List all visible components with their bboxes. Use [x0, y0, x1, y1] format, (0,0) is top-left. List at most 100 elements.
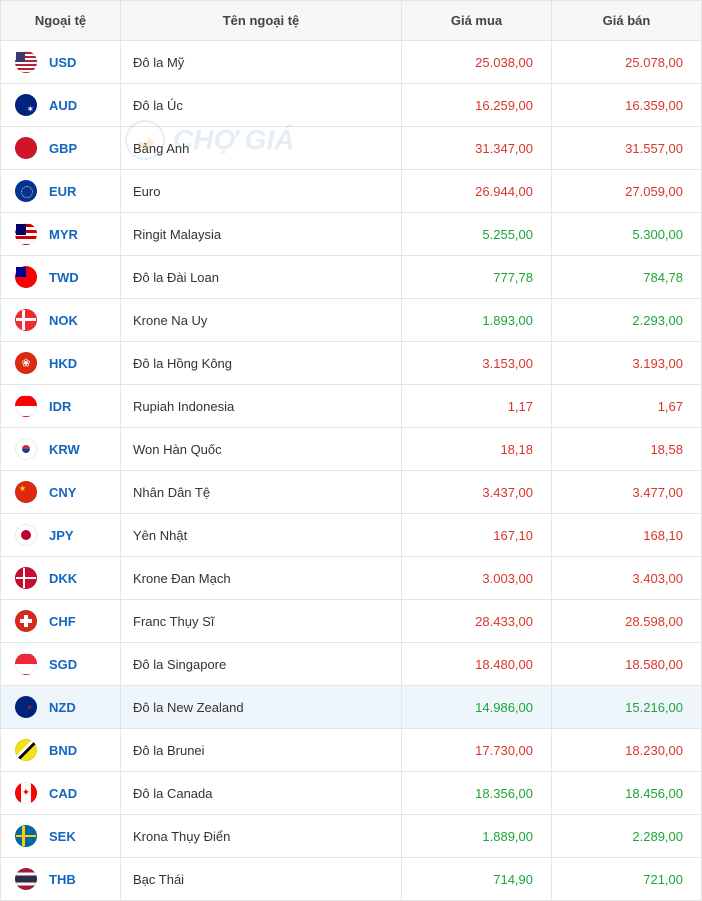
- currency-code-link[interactable]: SGD: [49, 657, 77, 672]
- currency-rate-table: CHỢ GIÁ Ngoại tệ Tên ngoại tệ Giá mua Gi…: [0, 0, 702, 901]
- currency-code-link[interactable]: DKK: [49, 571, 77, 586]
- table-header-row: Ngoại tệ Tên ngoại tệ Giá mua Giá bán: [1, 1, 702, 41]
- table-row[interactable]: CNYNhân Dân Tệ3.437,003.477,00: [1, 471, 702, 514]
- col-header-name: Tên ngoại tệ: [121, 1, 402, 41]
- cell-name: Euro: [121, 170, 402, 213]
- cell-name: Đô la Úc: [121, 84, 402, 127]
- currency-code-link[interactable]: MYR: [49, 227, 78, 242]
- cell-code: HKD: [1, 342, 121, 385]
- cell-buy: 1,17: [402, 385, 552, 428]
- table-row[interactable]: TWD Đô la Đài Loan777,78784,78: [1, 256, 702, 299]
- cell-code: SEK: [1, 815, 121, 858]
- table-row[interactable]: NOKKrone Na Uy1.893,002.293,00: [1, 299, 702, 342]
- cell-buy: 3.003,00: [402, 557, 552, 600]
- cell-sell: 18,58: [552, 428, 702, 471]
- currency-code-link[interactable]: EUR: [49, 184, 76, 199]
- table-row[interactable]: KRW Won Hàn Quốc18,1818,58: [1, 428, 702, 471]
- currency-code-link[interactable]: AUD: [49, 98, 77, 113]
- cell-buy: 18,18: [402, 428, 552, 471]
- cell-sell: 18.230,00: [552, 729, 702, 772]
- cell-buy: 714,90: [402, 858, 552, 901]
- cell-code: JPY: [1, 514, 121, 557]
- table-row[interactable]: SGDĐô la Singapore18.480,0018.580,00: [1, 643, 702, 686]
- table-row[interactable]: CHFFranc Thụy Sĩ28.433,0028.598,00: [1, 600, 702, 643]
- cell-code: AUD: [1, 84, 121, 127]
- cell-name: Đô la Đài Loan: [121, 256, 402, 299]
- table-row[interactable]: THBBạc Thái714,90721,00: [1, 858, 702, 901]
- table-row[interactable]: USDĐô la Mỹ25.038,0025.078,00: [1, 41, 702, 84]
- cell-code: KRW: [1, 428, 121, 471]
- cell-sell: 31.557,00: [552, 127, 702, 170]
- table-row[interactable]: EUREuro26.944,0027.059,00: [1, 170, 702, 213]
- cell-sell: 25.078,00: [552, 41, 702, 84]
- cell-buy: 167,10: [402, 514, 552, 557]
- table-row[interactable]: DKKKrone Đan Mạch3.003,003.403,00: [1, 557, 702, 600]
- cell-code: BND: [1, 729, 121, 772]
- flag-icon: [15, 481, 37, 503]
- currency-code-link[interactable]: HKD: [49, 356, 77, 371]
- flag-icon: [15, 438, 37, 460]
- cell-name: Bạc Thái: [121, 858, 402, 901]
- flag-icon: [15, 352, 37, 374]
- flag-icon: [15, 180, 37, 202]
- cell-buy: 18.480,00: [402, 643, 552, 686]
- table-row[interactable]: GBPBảng Anh31.347,0031.557,00: [1, 127, 702, 170]
- currency-code-link[interactable]: CNY: [49, 485, 76, 500]
- cell-sell: 18.580,00: [552, 643, 702, 686]
- table-row[interactable]: IDR Rupiah Indonesia1,171,67: [1, 385, 702, 428]
- table-row[interactable]: BNDĐô la Brunei17.730,0018.230,00: [1, 729, 702, 772]
- currency-code-link[interactable]: SEK: [49, 829, 76, 844]
- currency-code-link[interactable]: NZD: [49, 700, 76, 715]
- currency-code-link[interactable]: USD: [49, 55, 76, 70]
- cell-name: Đô la Canada: [121, 772, 402, 815]
- table-row[interactable]: SEKKrona Thụy Điển1.889,002.289,00: [1, 815, 702, 858]
- flag-icon: [15, 653, 37, 675]
- currency-code-link[interactable]: CAD: [49, 786, 77, 801]
- table-row[interactable]: NZDĐô la New Zealand14.986,0015.216,00: [1, 686, 702, 729]
- cell-name: Nhân Dân Tệ: [121, 471, 402, 514]
- currency-code-link[interactable]: KRW: [49, 442, 80, 457]
- currency-code-link[interactable]: JPY: [49, 528, 74, 543]
- table-row[interactable]: AUDĐô la Úc16.259,0016.359,00: [1, 84, 702, 127]
- table-row[interactable]: MYRRingit Malaysia5.255,005.300,00: [1, 213, 702, 256]
- flag-icon: [15, 223, 37, 245]
- col-header-code: Ngoại tệ: [1, 1, 121, 41]
- currency-code-link[interactable]: THB: [49, 872, 76, 887]
- currency-code-link[interactable]: IDR: [49, 399, 71, 414]
- cell-name: Krone Đan Mạch: [121, 557, 402, 600]
- currency-code-link[interactable]: GBP: [49, 141, 77, 156]
- currency-code-link[interactable]: CHF: [49, 614, 76, 629]
- cell-buy: 14.986,00: [402, 686, 552, 729]
- cell-code: NOK: [1, 299, 121, 342]
- table-row[interactable]: HKDĐô la Hồng Kông3.153,003.193,00: [1, 342, 702, 385]
- cell-buy: 31.347,00: [402, 127, 552, 170]
- cell-sell: 5.300,00: [552, 213, 702, 256]
- cell-sell: 784,78: [552, 256, 702, 299]
- currency-code-link[interactable]: TWD: [49, 270, 79, 285]
- flag-icon: [15, 309, 37, 331]
- cell-sell: 28.598,00: [552, 600, 702, 643]
- currency-code-link[interactable]: NOK: [49, 313, 78, 328]
- flag-icon: [15, 782, 37, 804]
- cell-name: Won Hàn Quốc: [121, 428, 402, 471]
- cell-buy: 18.356,00: [402, 772, 552, 815]
- table-row[interactable]: JPYYên Nhật167,10168,10: [1, 514, 702, 557]
- flag-icon: [15, 739, 37, 761]
- flag-icon: [15, 825, 37, 847]
- cell-buy: 1.889,00: [402, 815, 552, 858]
- cell-name: Đô la Brunei: [121, 729, 402, 772]
- cell-sell: 16.359,00: [552, 84, 702, 127]
- cell-name: Rupiah Indonesia: [121, 385, 402, 428]
- cell-sell: 1,67: [552, 385, 702, 428]
- currency-code-link[interactable]: BND: [49, 743, 77, 758]
- flag-icon: [15, 610, 37, 632]
- table-row[interactable]: CADĐô la Canada18.356,0018.456,00: [1, 772, 702, 815]
- cell-sell: 2.293,00: [552, 299, 702, 342]
- cell-code: NZD: [1, 686, 121, 729]
- flag-icon: [15, 94, 37, 116]
- cell-code: EUR: [1, 170, 121, 213]
- cell-buy: 777,78: [402, 256, 552, 299]
- cell-name: Đô la Mỹ: [121, 41, 402, 84]
- cell-name: Ringit Malaysia: [121, 213, 402, 256]
- cell-buy: 28.433,00: [402, 600, 552, 643]
